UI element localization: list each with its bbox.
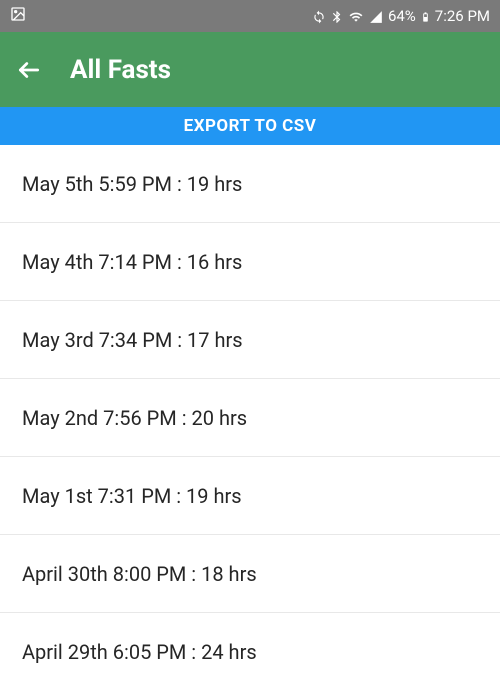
app-bar: All Fasts <box>0 32 500 107</box>
picture-icon <box>10 6 26 26</box>
list-item[interactable]: May 3rd 7:34 PM : 17 hrs <box>0 301 500 379</box>
page-title: All Fasts <box>70 55 171 85</box>
export-csv-button[interactable]: EXPORT TO CSV <box>0 107 500 145</box>
status-left <box>10 6 26 26</box>
battery-percent: 64% <box>388 7 416 25</box>
list-item-text: May 2nd 7:56 PM : 20 hrs <box>22 406 247 430</box>
list-item-text: May 4th 7:14 PM : 16 hrs <box>22 250 242 274</box>
status-right: 64% 7:26 PM <box>312 7 490 25</box>
update-icon <box>312 7 326 25</box>
status-bar: 64% 7:26 PM <box>0 0 500 32</box>
list-item-text: May 1st 7:31 PM : 19 hrs <box>22 484 242 508</box>
fasts-list: May 5th 5:59 PM : 19 hrs May 4th 7:14 PM… <box>0 145 500 691</box>
bluetooth-icon <box>330 7 344 25</box>
export-csv-label: EXPORT TO CSV <box>184 116 317 136</box>
list-item[interactable]: May 4th 7:14 PM : 16 hrs <box>0 223 500 301</box>
list-item[interactable]: May 2nd 7:56 PM : 20 hrs <box>0 379 500 457</box>
wifi-icon <box>348 7 364 25</box>
list-item[interactable]: April 30th 8:00 PM : 18 hrs <box>0 535 500 613</box>
list-item[interactable]: May 1st 7:31 PM : 19 hrs <box>0 457 500 535</box>
signal-icon <box>368 7 384 25</box>
list-item-text: May 5th 5:59 PM : 19 hrs <box>22 172 242 196</box>
clock-time: 7:26 PM <box>435 7 490 25</box>
list-item-text: May 3rd 7:34 PM : 17 hrs <box>22 328 243 352</box>
back-button[interactable] <box>16 57 42 83</box>
list-item-text: April 30th 8:00 PM : 18 hrs <box>22 562 257 586</box>
battery-icon <box>420 7 431 25</box>
list-item[interactable]: April 29th 6:05 PM : 24 hrs <box>0 613 500 691</box>
list-item-text: April 29th 6:05 PM : 24 hrs <box>22 640 257 664</box>
list-item[interactable]: May 5th 5:59 PM : 19 hrs <box>0 145 500 223</box>
